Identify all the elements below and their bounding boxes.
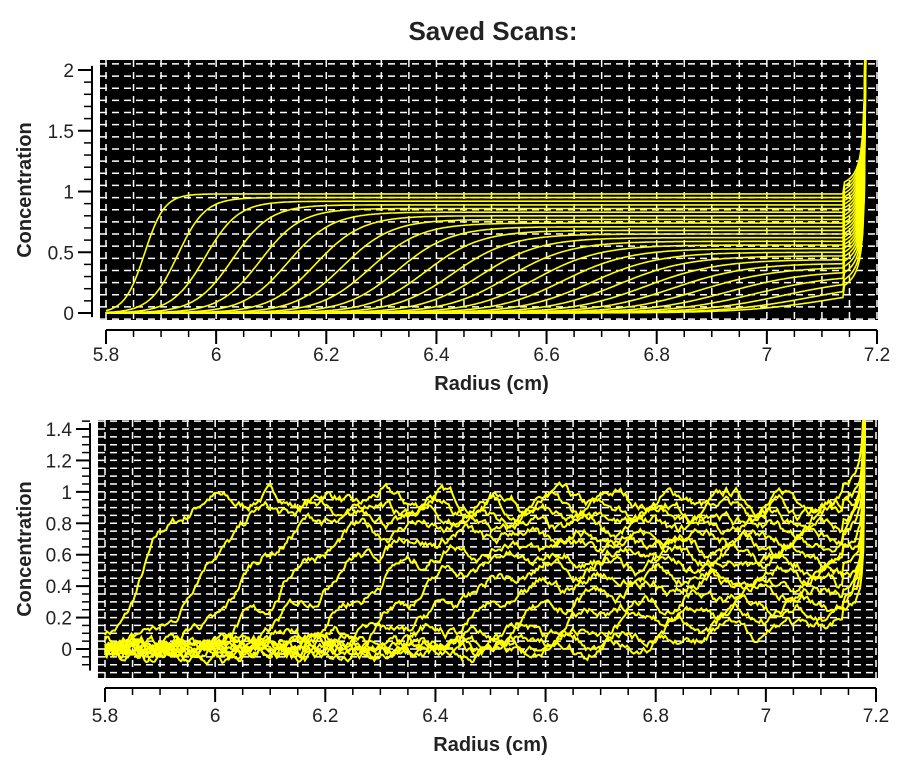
y-tick-label: 0.8 xyxy=(46,514,72,535)
series-group xyxy=(105,60,867,314)
y-tick-label: 0.2 xyxy=(46,609,72,630)
x-tick-label: 6.4 xyxy=(422,706,449,727)
scan-trace xyxy=(106,60,866,314)
y-axis-label: Concentration xyxy=(14,122,36,258)
x-tick-label: 6.4 xyxy=(423,345,450,366)
x-tick-label: 6.8 xyxy=(644,345,670,366)
x-axis-label: Radius (cm) xyxy=(434,373,548,395)
x-tick-label: 7 xyxy=(762,345,773,366)
x-tick-label: 6 xyxy=(210,706,221,727)
x-tick-label: 6.2 xyxy=(313,345,339,366)
y-tick-label: 0.5 xyxy=(48,243,74,264)
y-tick-label: 1 xyxy=(61,483,72,504)
x-tick-label: 5.8 xyxy=(92,706,118,727)
x-tick-label: 5.8 xyxy=(93,345,119,366)
y-tick-label: 1.5 xyxy=(48,122,74,143)
x-tick-label: 6.6 xyxy=(533,345,559,366)
scan-trace xyxy=(105,60,866,314)
scan-trace xyxy=(104,420,865,659)
series-group xyxy=(104,420,867,665)
scan-trace xyxy=(104,420,865,663)
x-tick-label: 6.6 xyxy=(532,706,558,727)
scan-trace xyxy=(106,60,867,314)
x-tick-label: 7.2 xyxy=(864,345,890,366)
top-plot: 0 0.5 1 1.5 2 5.8 6 6.2 6.4 6.6 6.8 7 7.2 Radius (cm)… xyxy=(14,60,890,395)
x-tick-label: 6 xyxy=(211,345,222,366)
scan-trace xyxy=(104,420,867,664)
scan-trace xyxy=(106,60,866,314)
y-tick-label: 0.6 xyxy=(46,546,72,567)
scan-trace xyxy=(104,420,866,660)
y-tick-label: 1.2 xyxy=(46,451,72,472)
scan-trace xyxy=(106,60,866,314)
scan-trace xyxy=(106,60,866,314)
y-tick-label: 2 xyxy=(63,61,74,82)
grid xyxy=(98,420,878,678)
x-tick-label: 7.2 xyxy=(863,706,889,727)
x-tick-label: 6.8 xyxy=(643,706,669,727)
x-tick-label: 7 xyxy=(761,706,772,727)
chart-title: Saved Scans: xyxy=(408,16,577,46)
y-tick-label: 0.4 xyxy=(46,577,73,598)
bottom-plot: 0 0.2 0.4 0.6 0.8 1 1.2 1.4 5.8 6 6.2 6.4 6.6 6.8 7 7.2… xyxy=(14,420,889,756)
scan-trace xyxy=(105,60,866,312)
scan-trace xyxy=(106,60,866,314)
y-tick-label: 1 xyxy=(63,183,74,204)
x-axis-label: Radius (cm) xyxy=(433,734,547,756)
y-axis-label: Concentration xyxy=(14,481,36,617)
y-tick-label: 0 xyxy=(63,304,74,325)
scan-trace xyxy=(104,420,866,665)
scan-trace xyxy=(104,420,865,656)
y-tick-label: 0 xyxy=(61,640,72,661)
x-tick-label: 6.2 xyxy=(312,706,338,727)
y-tick-label: 1.4 xyxy=(46,420,73,441)
scan-trace xyxy=(104,420,865,659)
